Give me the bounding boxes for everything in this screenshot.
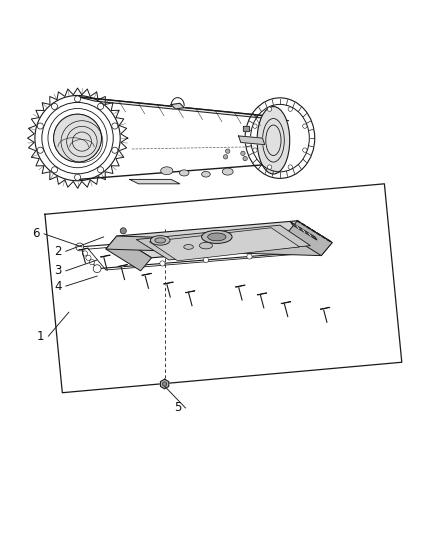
Ellipse shape bbox=[180, 170, 189, 176]
Polygon shape bbox=[243, 126, 250, 131]
Polygon shape bbox=[118, 265, 127, 266]
Ellipse shape bbox=[257, 107, 290, 174]
Circle shape bbox=[37, 147, 43, 154]
Polygon shape bbox=[185, 291, 195, 293]
Circle shape bbox=[52, 103, 57, 109]
Circle shape bbox=[226, 149, 230, 154]
Circle shape bbox=[82, 251, 88, 256]
Circle shape bbox=[98, 103, 104, 109]
Ellipse shape bbox=[155, 238, 166, 243]
Ellipse shape bbox=[184, 245, 193, 249]
Circle shape bbox=[307, 242, 312, 247]
Circle shape bbox=[76, 243, 84, 251]
Circle shape bbox=[98, 167, 104, 173]
Polygon shape bbox=[281, 302, 291, 303]
Circle shape bbox=[160, 261, 165, 266]
Circle shape bbox=[253, 124, 257, 128]
Polygon shape bbox=[106, 236, 332, 256]
Polygon shape bbox=[236, 285, 245, 287]
Ellipse shape bbox=[199, 243, 212, 249]
Circle shape bbox=[288, 107, 293, 111]
Ellipse shape bbox=[161, 167, 173, 175]
Polygon shape bbox=[291, 222, 317, 240]
Ellipse shape bbox=[150, 236, 170, 245]
Text: 1: 1 bbox=[37, 329, 44, 343]
Circle shape bbox=[293, 225, 301, 233]
Circle shape bbox=[223, 155, 228, 159]
Polygon shape bbox=[101, 255, 110, 257]
Circle shape bbox=[203, 257, 208, 263]
Text: 3: 3 bbox=[54, 264, 62, 277]
Circle shape bbox=[53, 114, 102, 162]
Polygon shape bbox=[171, 103, 184, 109]
Polygon shape bbox=[239, 136, 265, 144]
Circle shape bbox=[303, 124, 307, 128]
Polygon shape bbox=[321, 308, 330, 309]
Circle shape bbox=[112, 123, 118, 129]
Circle shape bbox=[304, 238, 309, 243]
Circle shape bbox=[186, 236, 191, 241]
Circle shape bbox=[288, 165, 293, 169]
Polygon shape bbox=[136, 225, 311, 260]
Text: 2: 2 bbox=[54, 245, 62, 258]
Polygon shape bbox=[79, 248, 88, 250]
Text: 5: 5 bbox=[174, 401, 181, 415]
Circle shape bbox=[142, 239, 148, 244]
Circle shape bbox=[112, 147, 118, 154]
Polygon shape bbox=[286, 221, 332, 256]
Circle shape bbox=[120, 228, 126, 234]
Circle shape bbox=[303, 148, 307, 152]
Polygon shape bbox=[117, 221, 332, 258]
Circle shape bbox=[243, 156, 247, 161]
Circle shape bbox=[247, 254, 252, 259]
Circle shape bbox=[241, 151, 245, 156]
Polygon shape bbox=[130, 180, 180, 184]
Polygon shape bbox=[78, 97, 289, 120]
Circle shape bbox=[74, 96, 81, 102]
Ellipse shape bbox=[208, 233, 226, 241]
Circle shape bbox=[268, 107, 272, 111]
Polygon shape bbox=[164, 282, 173, 284]
Circle shape bbox=[162, 382, 167, 386]
Polygon shape bbox=[257, 293, 267, 295]
Circle shape bbox=[268, 165, 272, 169]
Polygon shape bbox=[149, 228, 300, 261]
Circle shape bbox=[93, 265, 101, 272]
Circle shape bbox=[230, 232, 235, 237]
Polygon shape bbox=[106, 236, 152, 271]
Circle shape bbox=[52, 167, 57, 173]
Circle shape bbox=[37, 123, 43, 129]
Circle shape bbox=[311, 247, 319, 255]
Circle shape bbox=[74, 174, 81, 180]
Ellipse shape bbox=[201, 172, 210, 177]
Ellipse shape bbox=[222, 168, 233, 175]
Circle shape bbox=[253, 148, 257, 152]
Text: 6: 6 bbox=[32, 228, 40, 240]
Circle shape bbox=[300, 233, 305, 239]
Polygon shape bbox=[160, 379, 169, 389]
Ellipse shape bbox=[201, 230, 232, 244]
Circle shape bbox=[86, 255, 91, 261]
Circle shape bbox=[89, 260, 95, 265]
Text: 4: 4 bbox=[54, 280, 62, 293]
Polygon shape bbox=[142, 273, 152, 275]
